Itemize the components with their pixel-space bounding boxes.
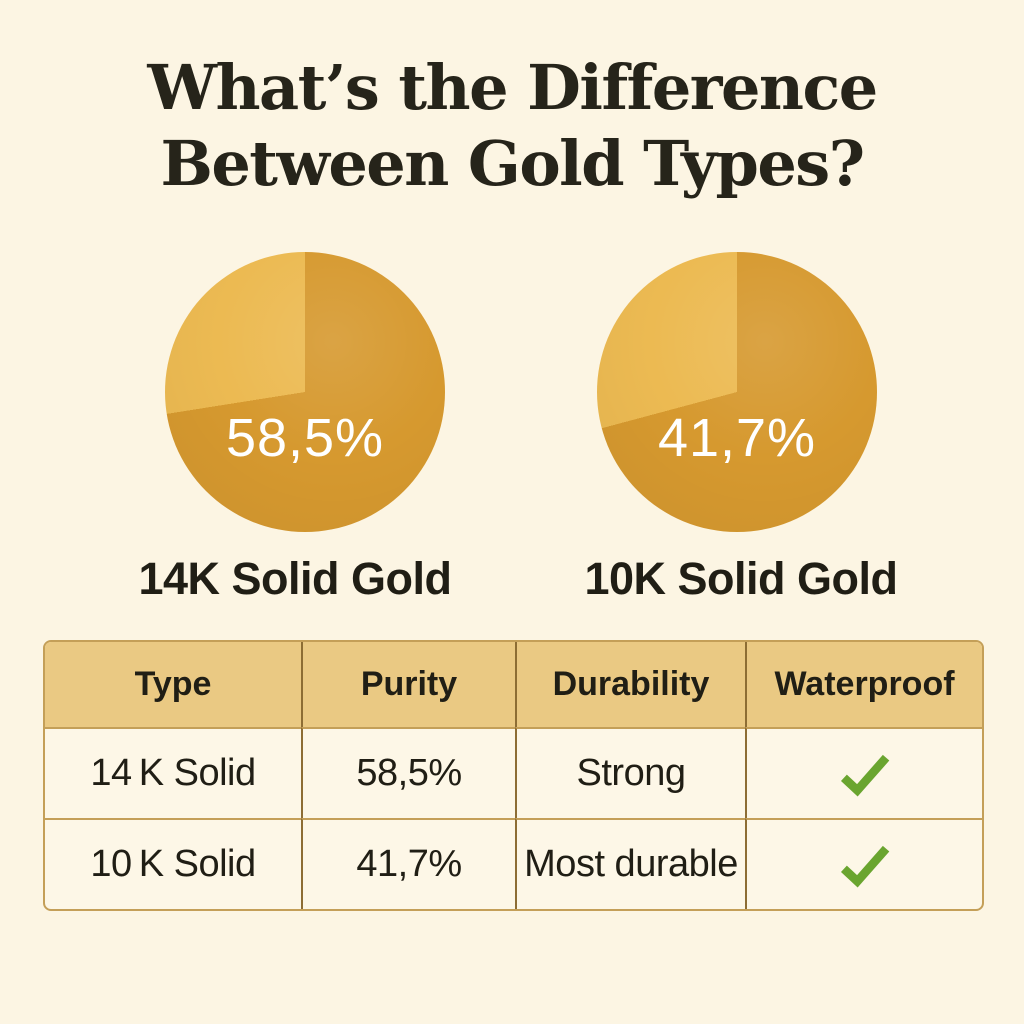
table-cell-waterproof-10k xyxy=(745,818,982,909)
pie-caption-10k: 10K Solid Gold xyxy=(584,553,898,604)
table-cell-type-14k: 14 K Solid xyxy=(45,727,301,818)
pie-percent-label-10k: 41,7% xyxy=(657,408,817,468)
pie-shading-overlay xyxy=(165,252,445,532)
table-header-waterproof: Waterproof xyxy=(745,642,982,727)
table-cell-durability-14k: Strong xyxy=(515,727,745,818)
table-header-type: Type xyxy=(45,642,301,727)
table-header-purity: Purity xyxy=(301,642,515,727)
table-cell-purity-10k: 41,7% xyxy=(301,818,515,909)
pie-chart-14k: 58,5% xyxy=(165,252,445,532)
checkmark-icon xyxy=(840,845,889,887)
page-title: What’s the Difference Between Gold Types? xyxy=(0,50,1024,202)
page-title-line-2: Between Gold Types? xyxy=(160,127,865,200)
checkmark-icon xyxy=(840,754,889,796)
table-cell-type-10k: 10 K Solid xyxy=(45,818,301,909)
table-cell-waterproof-14k xyxy=(745,727,982,818)
pie-percent-label-14k: 58,5% xyxy=(225,408,385,468)
pie-shading-overlay xyxy=(597,252,877,532)
comparison-table: Type Purity Durability Waterproof 14 K S… xyxy=(43,640,984,911)
page-title-line-1: What’s the Difference xyxy=(147,51,878,124)
table-header-durability: Durability xyxy=(515,642,745,727)
pie-caption-14k: 14K Solid Gold xyxy=(138,553,452,604)
pie-chart-10k: 41,7% xyxy=(597,252,877,532)
table-cell-purity-14k: 58,5% xyxy=(301,727,515,818)
table-cell-durability-10k: Most durable xyxy=(515,818,745,909)
